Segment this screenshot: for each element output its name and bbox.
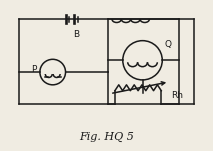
- Text: P: P: [32, 65, 37, 74]
- Text: Q: Q: [164, 40, 171, 49]
- Text: B: B: [73, 30, 79, 39]
- Text: Rh: Rh: [171, 91, 183, 100]
- Text: Fig. HQ 5: Fig. HQ 5: [80, 132, 134, 142]
